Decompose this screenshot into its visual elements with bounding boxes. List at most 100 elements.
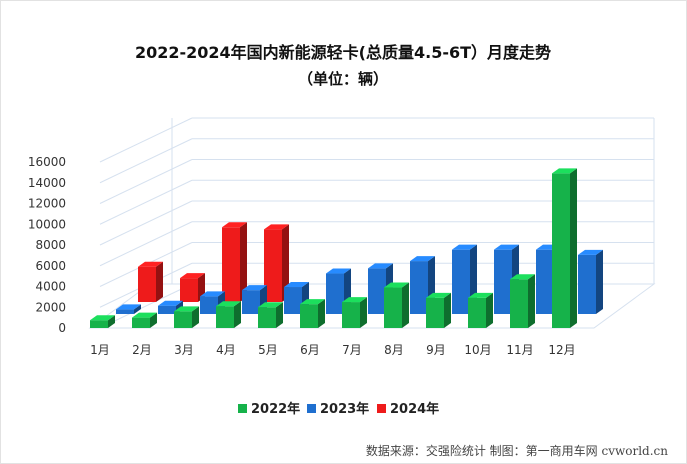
bar-top bbox=[300, 299, 325, 305]
bar-front bbox=[132, 317, 150, 328]
bar-front bbox=[300, 304, 318, 328]
bar-2022年-12月 bbox=[552, 168, 577, 328]
chart-subtitle: （单位：辆） bbox=[298, 70, 388, 88]
x-tick-label: 12月 bbox=[548, 343, 575, 357]
y-tick-label: 10000 bbox=[28, 217, 66, 231]
x-tick-label: 8月 bbox=[384, 343, 404, 357]
bar-front bbox=[410, 261, 428, 314]
bar-side bbox=[402, 282, 409, 328]
bar-top bbox=[326, 268, 351, 274]
chart-title: 2022-2024年国内新能源轻卡(总质量4.5-6T）月度走势 bbox=[135, 43, 551, 62]
bar-side bbox=[156, 261, 163, 302]
bar-front bbox=[368, 268, 386, 314]
bar-side bbox=[282, 224, 289, 302]
gridline-diagonal bbox=[99, 221, 193, 267]
legend: 2022年 2023年 2024年 bbox=[238, 401, 439, 417]
bar-top bbox=[258, 302, 283, 308]
bar-top bbox=[452, 244, 477, 250]
bar-front bbox=[158, 305, 176, 314]
bar-front bbox=[258, 307, 276, 328]
bar-side bbox=[596, 249, 603, 314]
source-note: 数据来源：交强险统计 制图：第一商用车网 cvworld.cn bbox=[366, 443, 668, 458]
bar-2022年-10月 bbox=[468, 292, 493, 328]
bar-front bbox=[90, 320, 108, 328]
bar-2022年-6月 bbox=[300, 299, 325, 328]
y-tick-label: 4000 bbox=[35, 280, 66, 294]
bar-2022年-8月 bbox=[384, 282, 409, 328]
legend-swatch bbox=[307, 404, 316, 413]
bar-top bbox=[552, 168, 577, 174]
bar-side bbox=[108, 315, 115, 328]
bar-front bbox=[468, 297, 486, 328]
bar-side bbox=[240, 222, 247, 302]
bar-side bbox=[318, 299, 325, 328]
gridline-diagonal bbox=[99, 138, 193, 184]
bar-2023年-12月 bbox=[578, 249, 603, 314]
y-axis-ticks: 0 2000 4000 6000 8000 10000 12000 14000 16000 bbox=[28, 155, 66, 335]
bar-side bbox=[192, 306, 199, 328]
bar-top bbox=[132, 312, 157, 318]
bar-top bbox=[510, 274, 535, 280]
bar-side bbox=[276, 302, 283, 328]
bar-side bbox=[134, 304, 141, 314]
bar-front bbox=[242, 290, 260, 314]
bar-top bbox=[158, 300, 183, 306]
x-tick-label: 4月 bbox=[216, 343, 236, 357]
gridline-diagonal bbox=[99, 179, 193, 225]
bar-front bbox=[384, 287, 402, 328]
bar-top bbox=[264, 224, 289, 230]
bar-top bbox=[138, 261, 163, 267]
gridline-diagonal bbox=[99, 159, 193, 204]
x-tick-label: 6月 bbox=[300, 343, 320, 357]
bar-front bbox=[342, 302, 360, 328]
bar-front bbox=[222, 227, 240, 302]
x-tick-label: 1月 bbox=[90, 343, 110, 357]
bar-2024年-4月 bbox=[264, 224, 289, 302]
x-tick-label: 10月 bbox=[464, 343, 491, 357]
bar-side bbox=[150, 312, 157, 328]
bar-top bbox=[242, 285, 267, 291]
y-tick-label: 14000 bbox=[28, 176, 66, 190]
bar-top bbox=[116, 304, 141, 310]
bar-front bbox=[200, 296, 218, 314]
bar-top bbox=[384, 282, 409, 288]
bar-2022年-9月 bbox=[426, 292, 451, 328]
bar-front bbox=[116, 309, 134, 314]
bar-front bbox=[326, 273, 344, 314]
x-tick-label: 9月 bbox=[426, 343, 446, 357]
gridline-diagonal bbox=[99, 283, 193, 329]
y-tick-label: 6000 bbox=[35, 259, 66, 273]
bar-top bbox=[180, 273, 205, 279]
legend-item-2024年: 2024年 bbox=[377, 401, 439, 417]
bar-top bbox=[468, 292, 493, 298]
bar-front bbox=[180, 278, 198, 302]
bar-side bbox=[528, 274, 535, 328]
bar-2022年-4月 bbox=[216, 301, 241, 328]
y-tick-label: 2000 bbox=[35, 300, 66, 314]
bar-side bbox=[444, 292, 451, 328]
bar-2022年-3月 bbox=[174, 306, 199, 328]
bar-front bbox=[426, 297, 444, 328]
bar-2024年-3月 bbox=[222, 222, 247, 302]
bar-top bbox=[494, 244, 519, 250]
bar-front bbox=[174, 311, 192, 328]
bar-front bbox=[578, 254, 596, 314]
bar-side bbox=[570, 168, 577, 328]
bar-top bbox=[222, 222, 247, 228]
bar-2023年-1月 bbox=[116, 304, 141, 314]
bar-top bbox=[200, 291, 225, 297]
bar-front bbox=[138, 266, 156, 302]
bar-top bbox=[410, 256, 435, 262]
bar-top bbox=[284, 282, 309, 288]
x-axis-ticks: 1月 2月 3月 4月 5月 6月 7月 8月 9月 10月 11月 12月 bbox=[90, 343, 575, 357]
y-tick-label: 12000 bbox=[28, 197, 66, 211]
legend-swatch bbox=[377, 404, 386, 413]
bar-front bbox=[264, 229, 282, 302]
bar-top bbox=[368, 263, 393, 269]
bar-top bbox=[578, 249, 603, 255]
bar-2022年-1月 bbox=[90, 315, 115, 328]
y-tick-label: 0 bbox=[58, 321, 66, 335]
bar-front bbox=[284, 287, 302, 314]
bar-2024年-1月 bbox=[138, 261, 163, 302]
